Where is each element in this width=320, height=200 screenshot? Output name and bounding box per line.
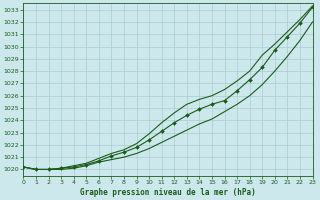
X-axis label: Graphe pression niveau de la mer (hPa): Graphe pression niveau de la mer (hPa) bbox=[80, 188, 256, 197]
